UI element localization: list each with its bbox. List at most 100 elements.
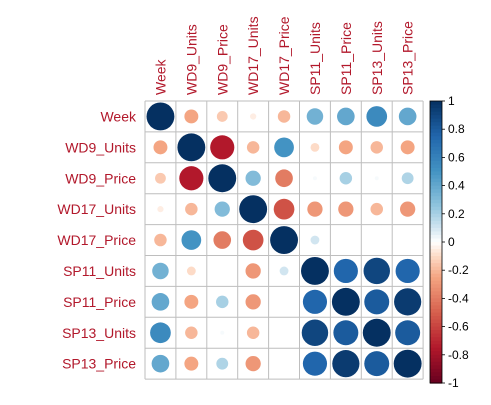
corr-circle-SP11_Units-SP11_Units [301,257,329,285]
corr-circle-Week-SP11_Price [337,107,355,126]
colorbar-segment [430,249,442,254]
corr-circle-SP11_Price-Week [151,293,170,311]
colorbar-segment [430,365,442,370]
corr-circle-WD17_Price-SP11_Units [310,235,320,245]
corr-circle-SP13_Units-WD17_Units [246,326,260,339]
column-label: SP11_Price [338,22,354,95]
colorbar-segment [430,196,442,201]
corr-circle-WD17_Units-WD9_Units [185,202,198,216]
colorbar-segment [430,220,442,225]
colorbar-segment [430,206,442,211]
column-label: WD9_Units [183,24,199,95]
corr-circle-WD9_Units-SP13_Price [400,140,415,155]
colorbar-segment [430,358,442,363]
colorbar-segment [430,287,442,292]
corr-circle-WD9_Price-WD17_Units [245,170,261,186]
colorbar-segment [430,259,442,264]
row-label: Week [100,108,137,124]
colorbar-segment [430,351,442,356]
colorbar-segment [430,104,442,109]
colorbar-tick-label: -1 [448,376,459,390]
colorbar-segment [430,178,442,183]
colorbar-tick-label: 0.6 [448,150,465,164]
corr-circle-Week-SP13_Units [366,106,388,127]
corr-circle-WD9_Price-SP13_Units [374,176,379,181]
colorbar-segment [430,167,442,173]
colorbar-segment [430,308,442,314]
colorbar-tick-label: 0.4 [448,179,465,193]
corr-circle-SP11_Price-WD9_Units [184,294,199,309]
colorbar-segment [430,372,442,377]
corr-circle-SP13_Price-WD17_Units [245,356,261,372]
colorbar-tick-label: 0.2 [448,207,465,221]
colorbar-segment [430,224,442,229]
corr-circle-WD17_Price-WD9_Price [213,231,232,249]
corr-circle-WD9_Price-WD17_Price [275,169,293,188]
colorbar-segment [430,319,442,324]
column-labels: Week WD9_Units WD9_Price WD17_Units WD17_Pri… [152,16,415,95]
corr-circle-WD9_Units-WD9_Price [210,135,235,160]
corr-circle-SP13_Price-SP11_Price [332,350,360,378]
corr-circle-WD17_Price-Week [154,233,167,247]
corr-circle-WD9_Units-SP11_Units [310,142,320,152]
column-label: WD17_Units [245,16,261,95]
corr-circle-SP11_Price-SP13_Units [364,289,390,315]
colorbar-segment [430,125,442,130]
corr-circle-WD17_Price-WD9_Units [181,230,202,250]
corr-circle-SP11_Units-SP11_Price [333,258,358,284]
colorbar: 1 0.8 0.6 0.4 0.2 0 -0.2 -0.4 -0.6 -0.8 -1 [429,94,469,390]
colorbar-segment [430,266,442,271]
colorbar-segment [430,333,442,338]
corr-circle-SP11_Units-WD9_Units [186,266,196,276]
colorbar-segment [430,291,442,296]
corr-circle-SP11_Units-Week [152,262,169,280]
colorbar-segment [430,298,442,303]
corr-circle-WD17_Units-SP13_Units [370,202,383,216]
corr-circle-Week-WD17_Price [277,110,291,123]
colorbar-segment [430,132,442,137]
corr-circle-SP13_Price-WD9_Price [216,357,229,370]
colorbar-segment [430,171,442,176]
corr-circle-WD17_Units-WD17_Price [273,198,295,220]
corr-circle-WD9_Price-Week [155,172,166,184]
colorbar-segment [430,111,442,116]
colorbar-segment [430,340,442,345]
corr-circle-Week-SP11_Units [306,108,324,125]
corr-circle-WD17_Price-WD17_Units [242,229,264,251]
colorbar-segment [430,361,442,366]
corr-circle-WD9_Price-SP11_Units [312,176,317,181]
correlation-circles [146,102,422,378]
corr-circle-WD9_Units-SP13_Units [370,141,383,154]
corr-circle-WD9_Units-WD9_Units [177,133,206,162]
corr-circle-SP13_Price-SP13_Price [393,349,422,378]
corr-circle-SP11_Price-WD17_Units [245,294,261,310]
column-label: WD9_Price [214,24,230,95]
colorbar-segment [430,284,442,289]
row-label: WD17_Units [57,201,136,217]
corr-circle-SP13_Price-WD9_Units [184,356,199,371]
corr-circle-WD9_Units-SP11_Price [338,140,353,155]
colorbar-tick-label: -0.4 [448,291,469,305]
colorbar-segment [430,277,442,282]
colorbar-segment [430,379,442,384]
colorbar-tick-label: -0.6 [448,320,469,334]
colorbar-segment [430,312,442,317]
corr-circle-WD17_Units-Week [157,206,164,213]
row-labels: Week WD9_Units WD9_Price WD17_Units WD17_Pri… [57,108,137,371]
corr-circle-WD17_Units-SP11_Price [338,201,354,217]
corr-circle-SP11_Price-SP11_Price [331,287,360,316]
row-label: SP13_Units [62,325,136,341]
corr-circle-SP13_Units-SP11_Price [333,320,359,346]
colorbar-segment [430,256,442,261]
colorbar-segment [430,122,442,127]
corr-circle-SP13_Units-SP13_Units [362,318,391,347]
corr-circle-SP11_Price-SP11_Units [302,289,328,314]
colorbar-segment [430,192,442,197]
corr-circle-WD17_Units-WD9_Price [214,201,230,217]
colorbar-segment [430,108,442,113]
colorbar-segment [430,263,442,268]
colorbar-segment [430,238,442,243]
colorbar-segment [430,234,442,240]
corr-circle-SP11_Units-SP13_Price [395,258,420,284]
